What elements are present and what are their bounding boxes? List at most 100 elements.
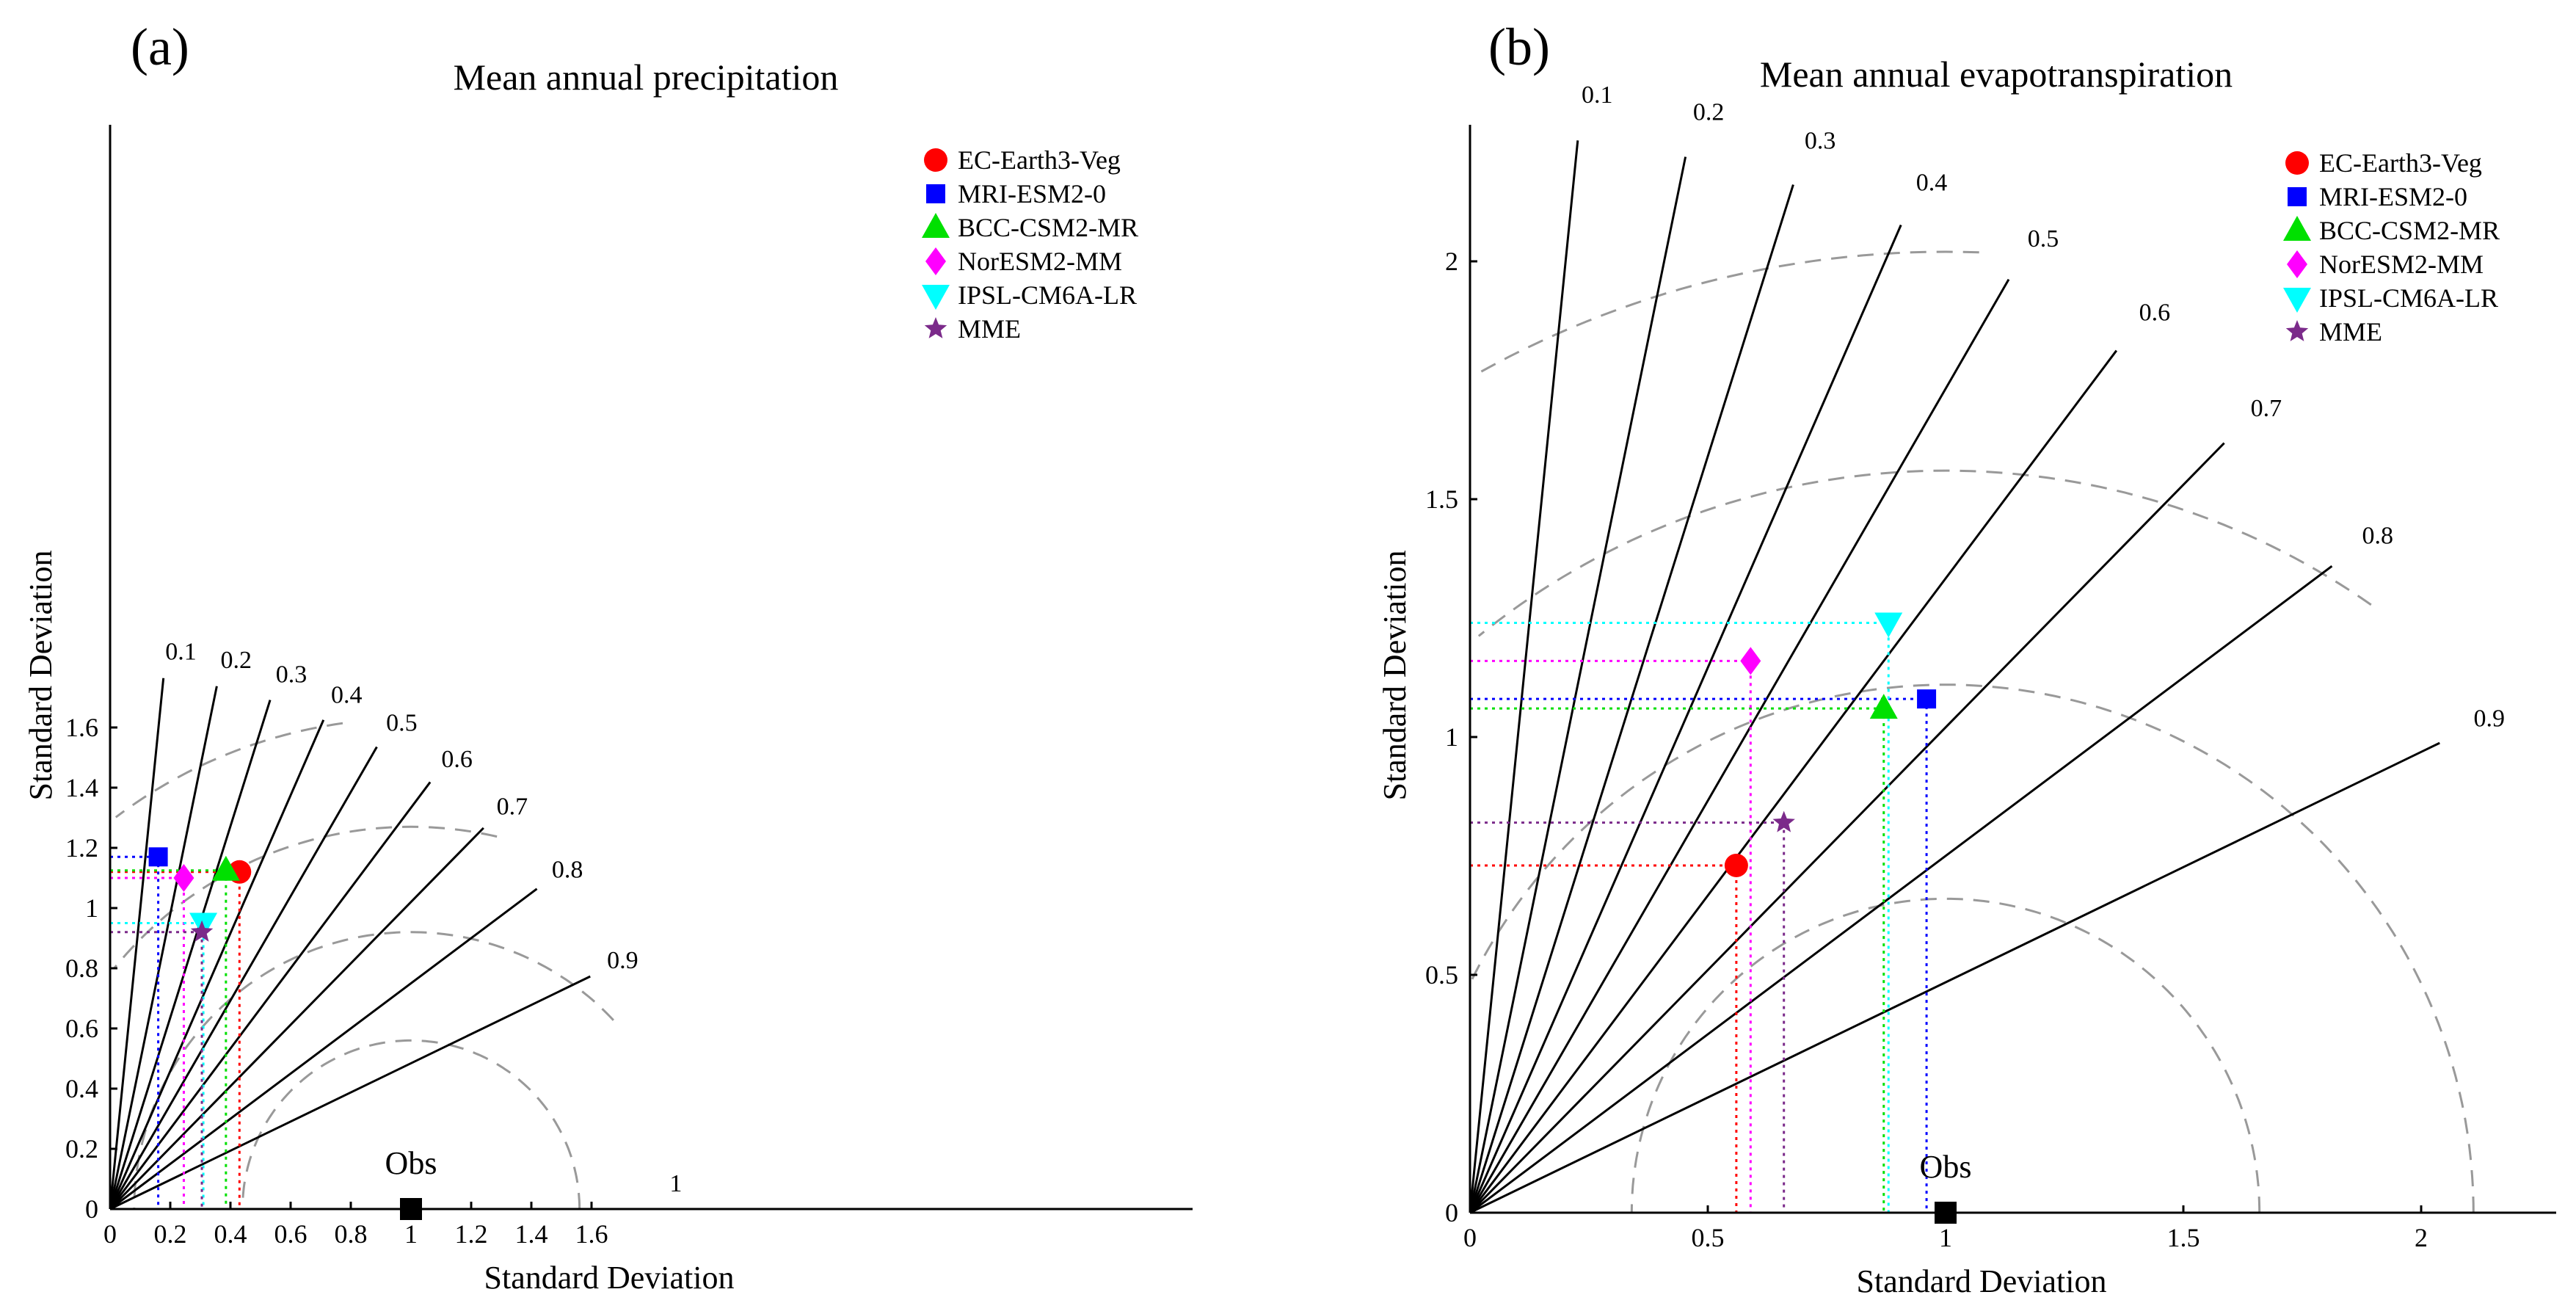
rmsd-arc — [113, 825, 498, 970]
correlation-line — [1469, 140, 1579, 1213]
x-tick-label: 0.8 — [335, 1219, 368, 1249]
legend-label: EC-Earth3-Veg — [2319, 148, 2482, 178]
correlation-lines — [109, 678, 591, 1210]
x-tick-label: 2 — [2415, 1223, 2428, 1252]
y-tick-label: 1 — [85, 893, 98, 923]
legend-marker — [2285, 151, 2309, 175]
correlation-line — [109, 686, 218, 1210]
correlation-line — [109, 827, 484, 1210]
chart-title: Mean annual evapotranspiration — [1760, 54, 2233, 95]
y-tick-label: 2 — [1445, 247, 1458, 276]
correlation-line — [1469, 156, 1687, 1213]
x-tick-label: 1.4 — [515, 1219, 548, 1249]
legend-label: IPSL-CM6A-LR — [958, 280, 1137, 310]
x-tick-label: 1.5 — [2167, 1223, 2200, 1252]
y-tick-label: 1 — [1445, 722, 1458, 752]
x-axis-label: Standard Deviation — [484, 1260, 735, 1296]
y-tick-label: 0 — [85, 1194, 98, 1224]
y-tick-label: 1.4 — [65, 773, 98, 802]
axes — [1469, 125, 2556, 1214]
correlation-line — [109, 888, 538, 1210]
correlation-label: 0.5 — [386, 709, 418, 736]
y-tick-label: 0.5 — [1425, 960, 1458, 990]
correlation-line — [109, 719, 325, 1210]
model-points — [148, 847, 252, 942]
legend-label: IPSL-CM6A-LR — [2319, 283, 2498, 313]
correlation-label: 0.6 — [2139, 299, 2171, 326]
legend-marker — [2285, 320, 2309, 341]
correlation-label: 0.4 — [1916, 169, 1948, 196]
correlation-line — [109, 700, 272, 1210]
y-tick-label: 0.4 — [65, 1074, 98, 1103]
y-tick-label: 1.5 — [1425, 484, 1458, 514]
point-noresm2-mm — [173, 864, 194, 892]
correlation-label: 0.9 — [607, 947, 638, 974]
point-noresm2-mm — [1740, 647, 1761, 675]
y-tick-label: 0.8 — [65, 954, 98, 983]
legend: EC-Earth3-Veg MRI-ESM2-0 BCC-CSM2-MR NorESM… — [922, 145, 1138, 344]
legend-label: NorESM2-MM — [958, 247, 1122, 276]
x-tick-label: 1.2 — [455, 1219, 488, 1249]
legend-label: NorESM2-MM — [2319, 250, 2484, 279]
y-tick-label: 0 — [1445, 1198, 1458, 1227]
rmsd-arc — [1630, 897, 2261, 1213]
correlation-line — [1469, 224, 1902, 1213]
obs-marker-group: Obs — [385, 1145, 437, 1220]
legend-label: MRI-ESM2-0 — [2319, 182, 2467, 211]
chart-title: Mean annual precipitation — [454, 57, 839, 98]
projection-guides — [110, 855, 241, 1209]
x-axis-label: Standard Deviation — [1857, 1263, 2107, 1299]
legend-marker — [922, 285, 950, 310]
correlation-label: 0.5 — [2028, 225, 2059, 253]
panel-b-evapotranspiration: (b) Mean annual evapotranspiration Stand… — [1377, 18, 2556, 1299]
legend-marker — [922, 213, 950, 238]
correlation-label: 0.4 — [331, 681, 363, 708]
legend-label: BCC-CSM2-MR — [958, 213, 1138, 242]
y-tick-label: 1.2 — [65, 833, 98, 863]
panel-label: (b) — [1488, 18, 1550, 76]
correlation-label: 0.7 — [2251, 395, 2282, 422]
y-axis-label: Standard Deviation — [1377, 551, 1413, 801]
obs-label: Obs — [385, 1145, 437, 1181]
projection-guides — [1470, 621, 1928, 1213]
y-tick-label: 0.6 — [65, 1014, 98, 1043]
legend-marker — [925, 247, 946, 275]
x-tick-label: 0.2 — [154, 1219, 187, 1249]
correlation-line — [1469, 442, 2225, 1214]
point-mme — [190, 920, 214, 942]
correlation-label: 0.6 — [441, 746, 473, 773]
correlation-label: 0.8 — [2362, 522, 2394, 549]
correlation-label: 0.2 — [1693, 98, 1725, 126]
correlation-label: 0.3 — [1805, 128, 1836, 155]
panel-label: (a) — [131, 18, 189, 76]
obs-marker — [1935, 1202, 1957, 1224]
point-mri-esm2-0 — [1917, 689, 1937, 709]
correlation-line — [1469, 565, 2333, 1214]
panel-a-precipitation: (a) Mean annual precipitation Standard D… — [23, 18, 1193, 1296]
legend-label: BCC-CSM2-MR — [2319, 216, 2500, 245]
x-tick-label: 0.6 — [274, 1219, 308, 1249]
legend-marker — [924, 317, 947, 338]
correlation-line — [1469, 349, 2118, 1213]
correlation-label: 0.1 — [165, 638, 196, 665]
legend-marker — [2283, 288, 2311, 313]
correlation-line — [1469, 278, 2010, 1213]
correlation-line — [109, 678, 165, 1210]
legend-label: MRI-ESM2-0 — [958, 179, 1106, 208]
correlation-label: 0.1 — [1582, 81, 1613, 109]
correlation-line — [109, 781, 432, 1210]
y-axis-label: Standard Deviation — [23, 551, 59, 801]
correlation-line — [1469, 741, 2440, 1214]
correlation-label: 1 — [669, 1170, 682, 1197]
y-ticks: 0 0.2 0.4 0.6 0.8 1 1.2 1.4 1.6 — [65, 713, 117, 1224]
correlation-label: 0.3 — [276, 661, 308, 688]
point-mri-esm2-0 — [148, 847, 168, 867]
point-ec-earth3-veg — [1724, 853, 1748, 877]
x-tick-label: 0 — [1463, 1223, 1477, 1252]
y-tick-label: 0.2 — [65, 1134, 98, 1164]
correlation-labels: 0.10.20.30.40.50.60.70.80.91 — [1582, 81, 2505, 733]
correlation-line — [109, 975, 591, 1210]
correlation-label: 0.7 — [497, 794, 528, 821]
